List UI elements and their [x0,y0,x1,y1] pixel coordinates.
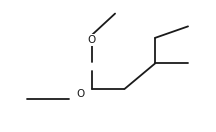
Text: O: O [76,89,84,99]
Text: O: O [87,35,96,45]
